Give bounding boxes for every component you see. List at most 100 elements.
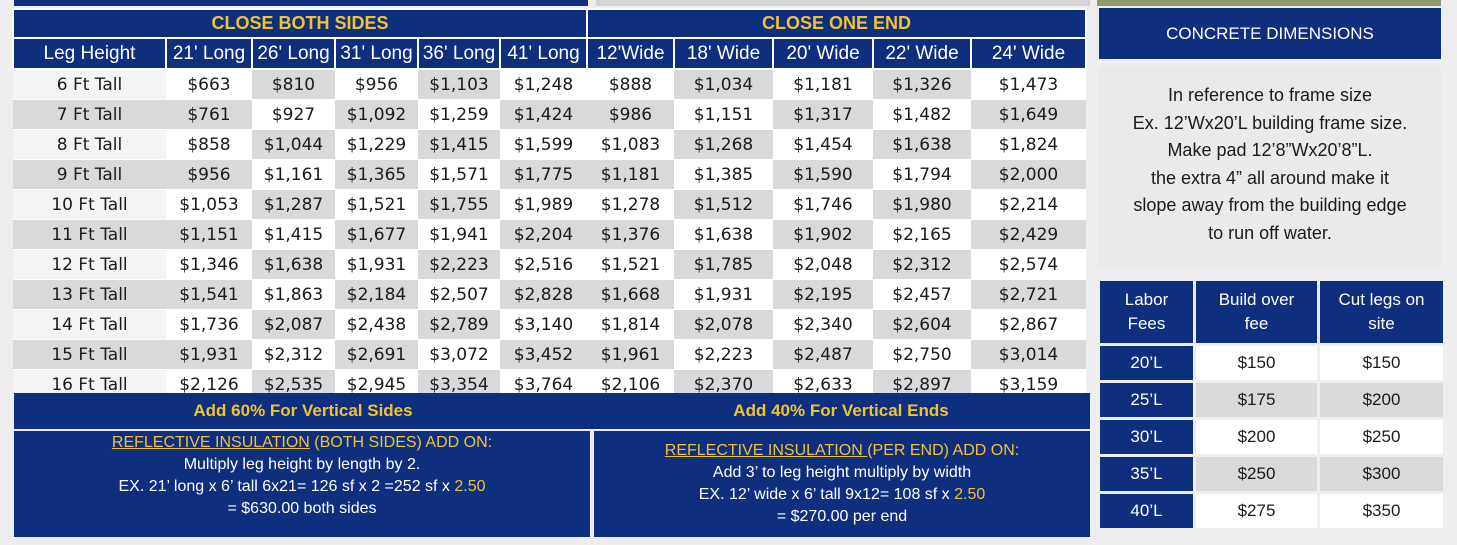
price-cell: $1,473 [971,69,1086,100]
price-cell: $1,931 [166,339,252,370]
price-cell: $927 [252,99,335,130]
price-cell: $1,931 [335,249,418,280]
price-cell: $1,044 [252,129,335,160]
price-cell: $986 [587,99,674,130]
price-cell: $2,721 [971,279,1086,310]
column-header: 41' Long [499,37,588,70]
price-cell: $1,638 [674,219,773,250]
labor-fees-table: Labor Fees Build over fee Cut legs on si… [1097,278,1446,531]
labor-length-cell: 25’L [1097,380,1196,420]
labor-fee-cell: $250 [1317,417,1446,457]
column-header: 12'Wide [586,37,675,70]
price-cell: $2,214 [971,189,1086,220]
price-cell: $1,415 [252,219,335,250]
insulation-per-end-panel: REFLECTIVE INSULATION (PER END) ADD ON: … [594,431,1090,537]
labor-length-cell: 40’L [1097,491,1196,531]
labor-length-cell: 35’L [1097,454,1196,494]
insulation-both-sides-panel: REFLECTIVE INSULATION (BOTH SIDES) ADD O… [14,431,590,537]
insulation-sides-line2: EX. 21’ long x 6’ tall 6x21= 126 sf x 2 … [118,478,486,495]
price-cell: $3,452 [500,339,587,370]
price-cell: $1,376 [587,219,674,250]
labor-fees-body: 20’L $150 $150 25’L $175 $200 30’L $200 $250 35’L… [1097,343,1446,531]
price-cell: $1,980 [873,189,971,220]
price-cell: $1,151 [674,99,773,130]
price-cell: $1,941 [418,219,500,250]
price-cell: $663 [166,69,252,100]
labor-row: 40’L $275 $350 [1097,491,1446,531]
labor-length-cell: 20’L [1097,343,1196,383]
price-cell: $2,223 [418,249,500,280]
column-header: 24' Wide [970,37,1087,70]
price-cell: $1,287 [252,189,335,220]
leg-height-cell: 8 Ft Tall [13,129,166,160]
vertical-sides-note: Add 60% For Vertical Sides [14,393,592,429]
price-cell: $1,326 [873,69,971,100]
insulation-end-heading: REFLECTIVE INSULATION (PER END) ADD ON: [664,442,1020,459]
concrete-text: In reference to frame size Ex. 12’Wx20’L… [1099,66,1441,247]
price-cell: $1,785 [674,249,773,280]
price-cell: $2,087 [252,309,335,340]
price-cell: $2,691 [335,339,418,370]
group-header-close-one-end: CLOSE ONE END [586,8,1087,38]
price-cell: $1,599 [500,129,587,160]
table-row: 14 Ft Tall $1,736 $2,087 $2,438 $2,789 $3,140… [13,309,1086,340]
insulation-sides-line3: = $630.00 both sides [227,500,377,517]
labor-header-build-over: Build over fee [1193,278,1320,346]
table-row: 7 Ft Tall $761 $927 $1,092 $1,259 $1,424 $986 $… [13,99,1086,130]
price-cell: $3,140 [500,309,587,340]
price-cell: $3,014 [971,339,1086,370]
price-cell: $1,454 [773,129,873,160]
labor-fee-cell: $150 [1193,343,1320,383]
labor-header-cut-legs: Cut legs on site [1317,278,1446,346]
price-cell: $1,161 [252,159,335,190]
price-cell: $1,989 [500,189,587,220]
leg-height-cell: 14 Ft Tall [13,309,166,340]
column-header: 36' Long [417,37,501,70]
price-cell: $3,072 [418,339,500,370]
price-cell: $1,824 [971,129,1086,160]
price-cell: $1,365 [335,159,418,190]
price-cell: $956 [166,159,252,190]
price-cell: $2,078 [674,309,773,340]
labor-fee-cell: $175 [1193,380,1320,420]
group-header-close-both-sides: CLOSE BOTH SIDES [12,8,588,38]
price-cell: $810 [252,69,335,100]
insulation-sides-heading: REFLECTIVE INSULATION (BOTH SIDES) ADD O… [111,434,493,451]
column-header: 18' Wide [673,37,774,70]
price-cell: $1,863 [252,279,335,310]
top-strip [14,0,588,6]
price-cell: $1,181 [587,159,674,190]
column-header-row: Leg Height 21' Long 26' Long 31' Long 36' Lo… [12,37,1087,70]
labor-fee-cell: $250 [1193,454,1320,494]
labor-fee-cell: $200 [1317,380,1446,420]
leg-height-cell: 6 Ft Tall [13,69,166,100]
price-cell: $2,184 [335,279,418,310]
labor-fee-cell: $350 [1317,491,1446,531]
column-header: 20' Wide [772,37,874,70]
price-cell: $1,571 [418,159,500,190]
price-cell: $1,482 [873,99,971,130]
concrete-dimensions-title: CONCRETE DIMENSIONS [1099,8,1441,59]
price-cell: $1,229 [335,129,418,160]
price-cell: $2,457 [873,279,971,310]
price-cell: $1,278 [587,189,674,220]
price-cell: $2,604 [873,309,971,340]
leg-height-cell: 13 Ft Tall [13,279,166,310]
labor-row: 35’L $250 $300 [1097,454,1446,494]
price-cell: $2,487 [773,339,873,370]
price-cell: $1,259 [418,99,500,130]
labor-row: 20’L $150 $150 [1097,343,1446,383]
insulation-end-line2: EX. 12’ wide x 6’ tall 9x12= 108 sf x 2.… [698,486,986,503]
price-cell: $2,507 [418,279,500,310]
leg-height-cell: 9 Ft Tall [13,159,166,190]
price-table: CLOSE BOTH SIDES CLOSE ONE END Leg Heigh… [12,8,1087,400]
price-cell: $1,248 [500,69,587,100]
column-header: 31' Long [334,37,419,70]
price-cell: $1,638 [252,249,335,280]
price-cell: $2,223 [674,339,773,370]
price-cell: $1,317 [773,99,873,130]
price-cell: $1,814 [587,309,674,340]
price-table-body: 6 Ft Tall $663 $810 $956 $1,103 $1,248 $888 $1,… [13,69,1086,400]
column-header: 26' Long [251,37,336,70]
price-cell: $1,181 [773,69,873,100]
